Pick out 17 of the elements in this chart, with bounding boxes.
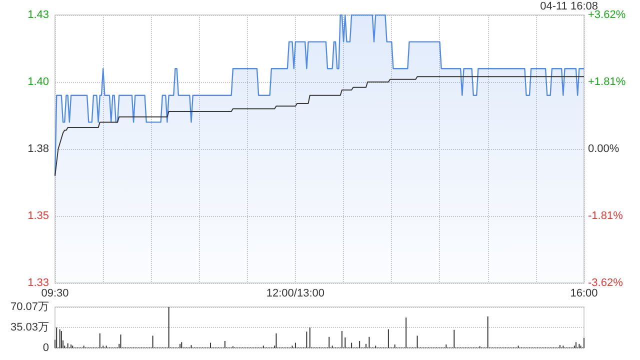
y2-tick-label: -3.62% xyxy=(588,277,624,289)
y2-tick-label: 0.00% xyxy=(588,143,620,155)
y2-tick-label: -1.81% xyxy=(588,210,624,222)
y-tick-label: 1.38 xyxy=(28,143,49,155)
y-tick-label: 1.33 xyxy=(28,277,49,289)
y2-tick-label: +1.81% xyxy=(588,76,626,88)
y-tick-label: 0 xyxy=(42,342,49,354)
y2-tick-label: +3.62% xyxy=(588,9,626,21)
y-tick-label: 35.03万 xyxy=(10,322,49,334)
y-tick-label: 70.07万 xyxy=(10,301,49,313)
y-tick-label: 1.40 xyxy=(28,76,49,88)
y-tick-label: 1.43 xyxy=(28,9,49,21)
x-tick-label: 12:00/13:00 xyxy=(266,288,325,300)
x-tick-label: 16:00 xyxy=(570,288,598,300)
x-tick-label: 09:30 xyxy=(41,288,69,300)
line-series xyxy=(54,76,584,176)
y-tick-label: 1.35 xyxy=(28,210,49,222)
